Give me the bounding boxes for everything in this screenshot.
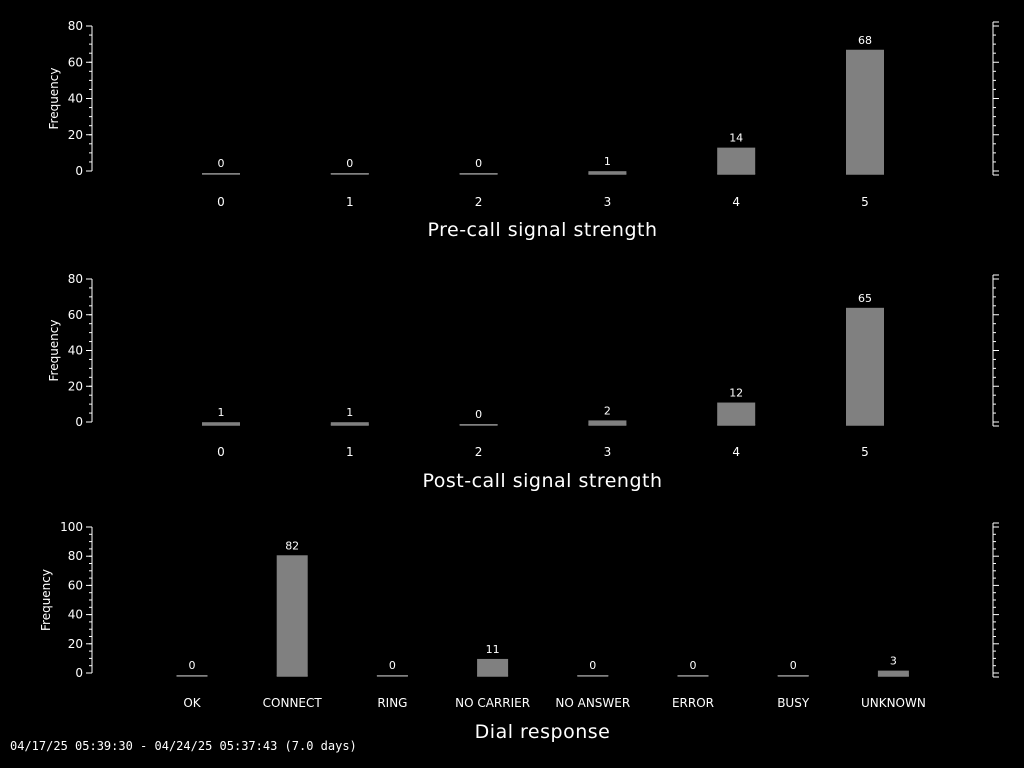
y-tick-label: 80 [68,272,83,286]
x-tick-label: RING [377,696,407,710]
data-label: 0 [790,659,797,672]
x-tick-label: 0 [217,195,225,209]
y-tick-label: 100 [60,520,83,534]
y-tick-label: 20 [68,379,83,393]
x-tick-label: 0 [217,445,225,459]
data-label: 14 [729,132,743,145]
data-label: 2 [604,404,611,417]
x-axis-label: Pre-call signal strength [427,219,657,241]
y-tick-label: 40 [68,92,83,106]
data-label: 12 [729,387,743,400]
x-tick-label: 2 [475,445,483,459]
x-tick-label: NO CARRIER [455,696,530,710]
y-tick-label: 80 [68,19,83,33]
data-label: 1 [218,406,225,419]
y-tick-label: 40 [68,344,83,358]
x-tick-label: 1 [346,445,354,459]
bar [276,555,308,676]
x-tick-label: 1 [346,195,354,209]
data-label: 0 [218,157,225,170]
chart-panel-3: 0 20 40 60 80 100 Frequency 0 OK 82 CONNECT 0 RING 11… [39,520,999,743]
y-tick-label: 0 [75,415,83,429]
data-label: 1 [604,155,611,168]
y-tick-label: 20 [68,637,83,651]
x-tick-label: 4 [732,195,740,209]
data-label: 0 [475,408,482,421]
data-label: 0 [346,157,353,170]
data-label: 0 [189,659,196,672]
data-label: 82 [285,539,299,552]
x-tick-label: BUSY [777,696,810,710]
y-tick-label: 20 [68,128,83,142]
data-label: 11 [486,643,500,656]
x-tick-label: 3 [604,445,612,459]
y-tick-label: 80 [68,549,83,563]
x-axis-label: Post-call signal strength [422,470,662,492]
bar [202,422,240,425]
y-axis-label: Frequency [47,320,61,382]
y-axis-label: Frequency [39,569,53,631]
y-tick-label: 60 [68,308,83,322]
date-range-footer: 04/17/25 05:39:30 - 04/24/25 05:37:43 (7… [10,739,357,753]
bar [588,420,627,425]
data-label: 0 [690,659,697,672]
chart-panel-1: 0 20 40 60 80 Frequency 0 0 0 1 0 2 1 3 14 4 68 5 Pre-call… [47,19,999,241]
data-label: 3 [890,655,897,668]
bar [717,402,756,425]
x-tick-label: 2 [475,195,483,209]
data-label: 0 [589,659,596,672]
bar [330,422,369,425]
bar [846,307,884,425]
x-tick-label: 4 [732,445,740,459]
y-tick-label: 60 [68,55,83,69]
y-tick-label: 40 [68,608,83,622]
x-tick-label: 5 [861,445,869,459]
y-tick-label: 60 [68,578,83,592]
data-label: 68 [858,34,872,47]
data-label: 1 [346,406,353,419]
x-tick-label: UNKNOWN [861,696,926,710]
bar [877,670,909,676]
x-tick-label: 5 [861,195,869,209]
x-tick-label: OK [183,696,201,710]
x-tick-label: NO ANSWER [555,696,630,710]
x-tick-label: 3 [604,195,612,209]
bar [588,171,627,174]
chart-panel-2: 0 20 40 60 80 Frequency 1 0 1 1 0 2 2 3 12 4 65 5 Post-cal… [47,272,999,492]
bar [717,147,756,174]
x-axis-label: Dial response [475,721,611,743]
x-tick-label: CONNECT [263,696,323,710]
data-label: 0 [475,157,482,170]
x-tick-label: ERROR [672,696,714,710]
data-label: 65 [858,292,872,305]
y-axis-label: Frequency [47,68,61,130]
bar [477,658,509,676]
data-label: 0 [389,659,396,672]
y-tick-label: 0 [75,666,83,680]
y-tick-label: 0 [75,164,83,178]
bar [846,49,884,174]
